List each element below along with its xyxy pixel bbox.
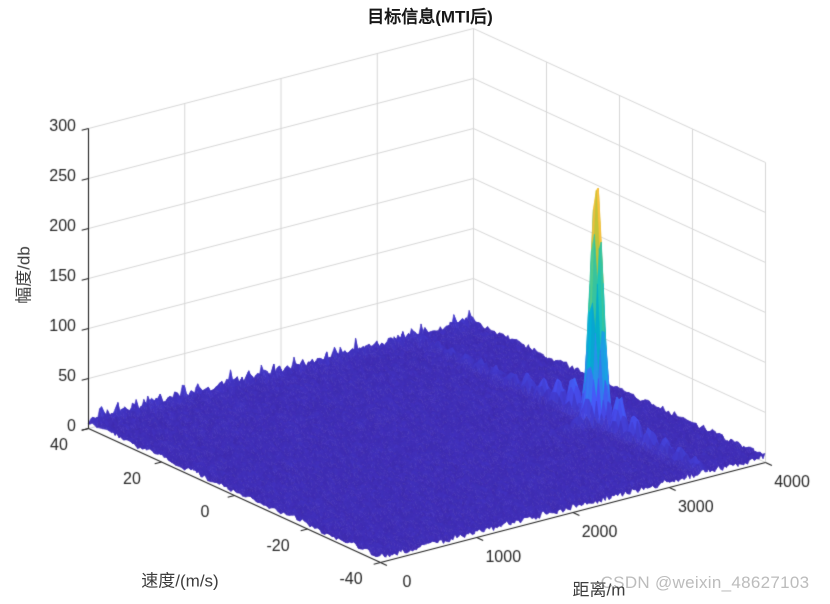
- csdn-watermark: CSDN @weixin_48627103: [600, 573, 810, 592]
- y-axis-label: 速度/(m/s): [141, 571, 219, 591]
- z-axis-label: 幅度/db: [14, 246, 34, 304]
- x-axis-label: 距离/m: [572, 580, 626, 600]
- chart-title: 目标信息(MTI后): [367, 7, 493, 27]
